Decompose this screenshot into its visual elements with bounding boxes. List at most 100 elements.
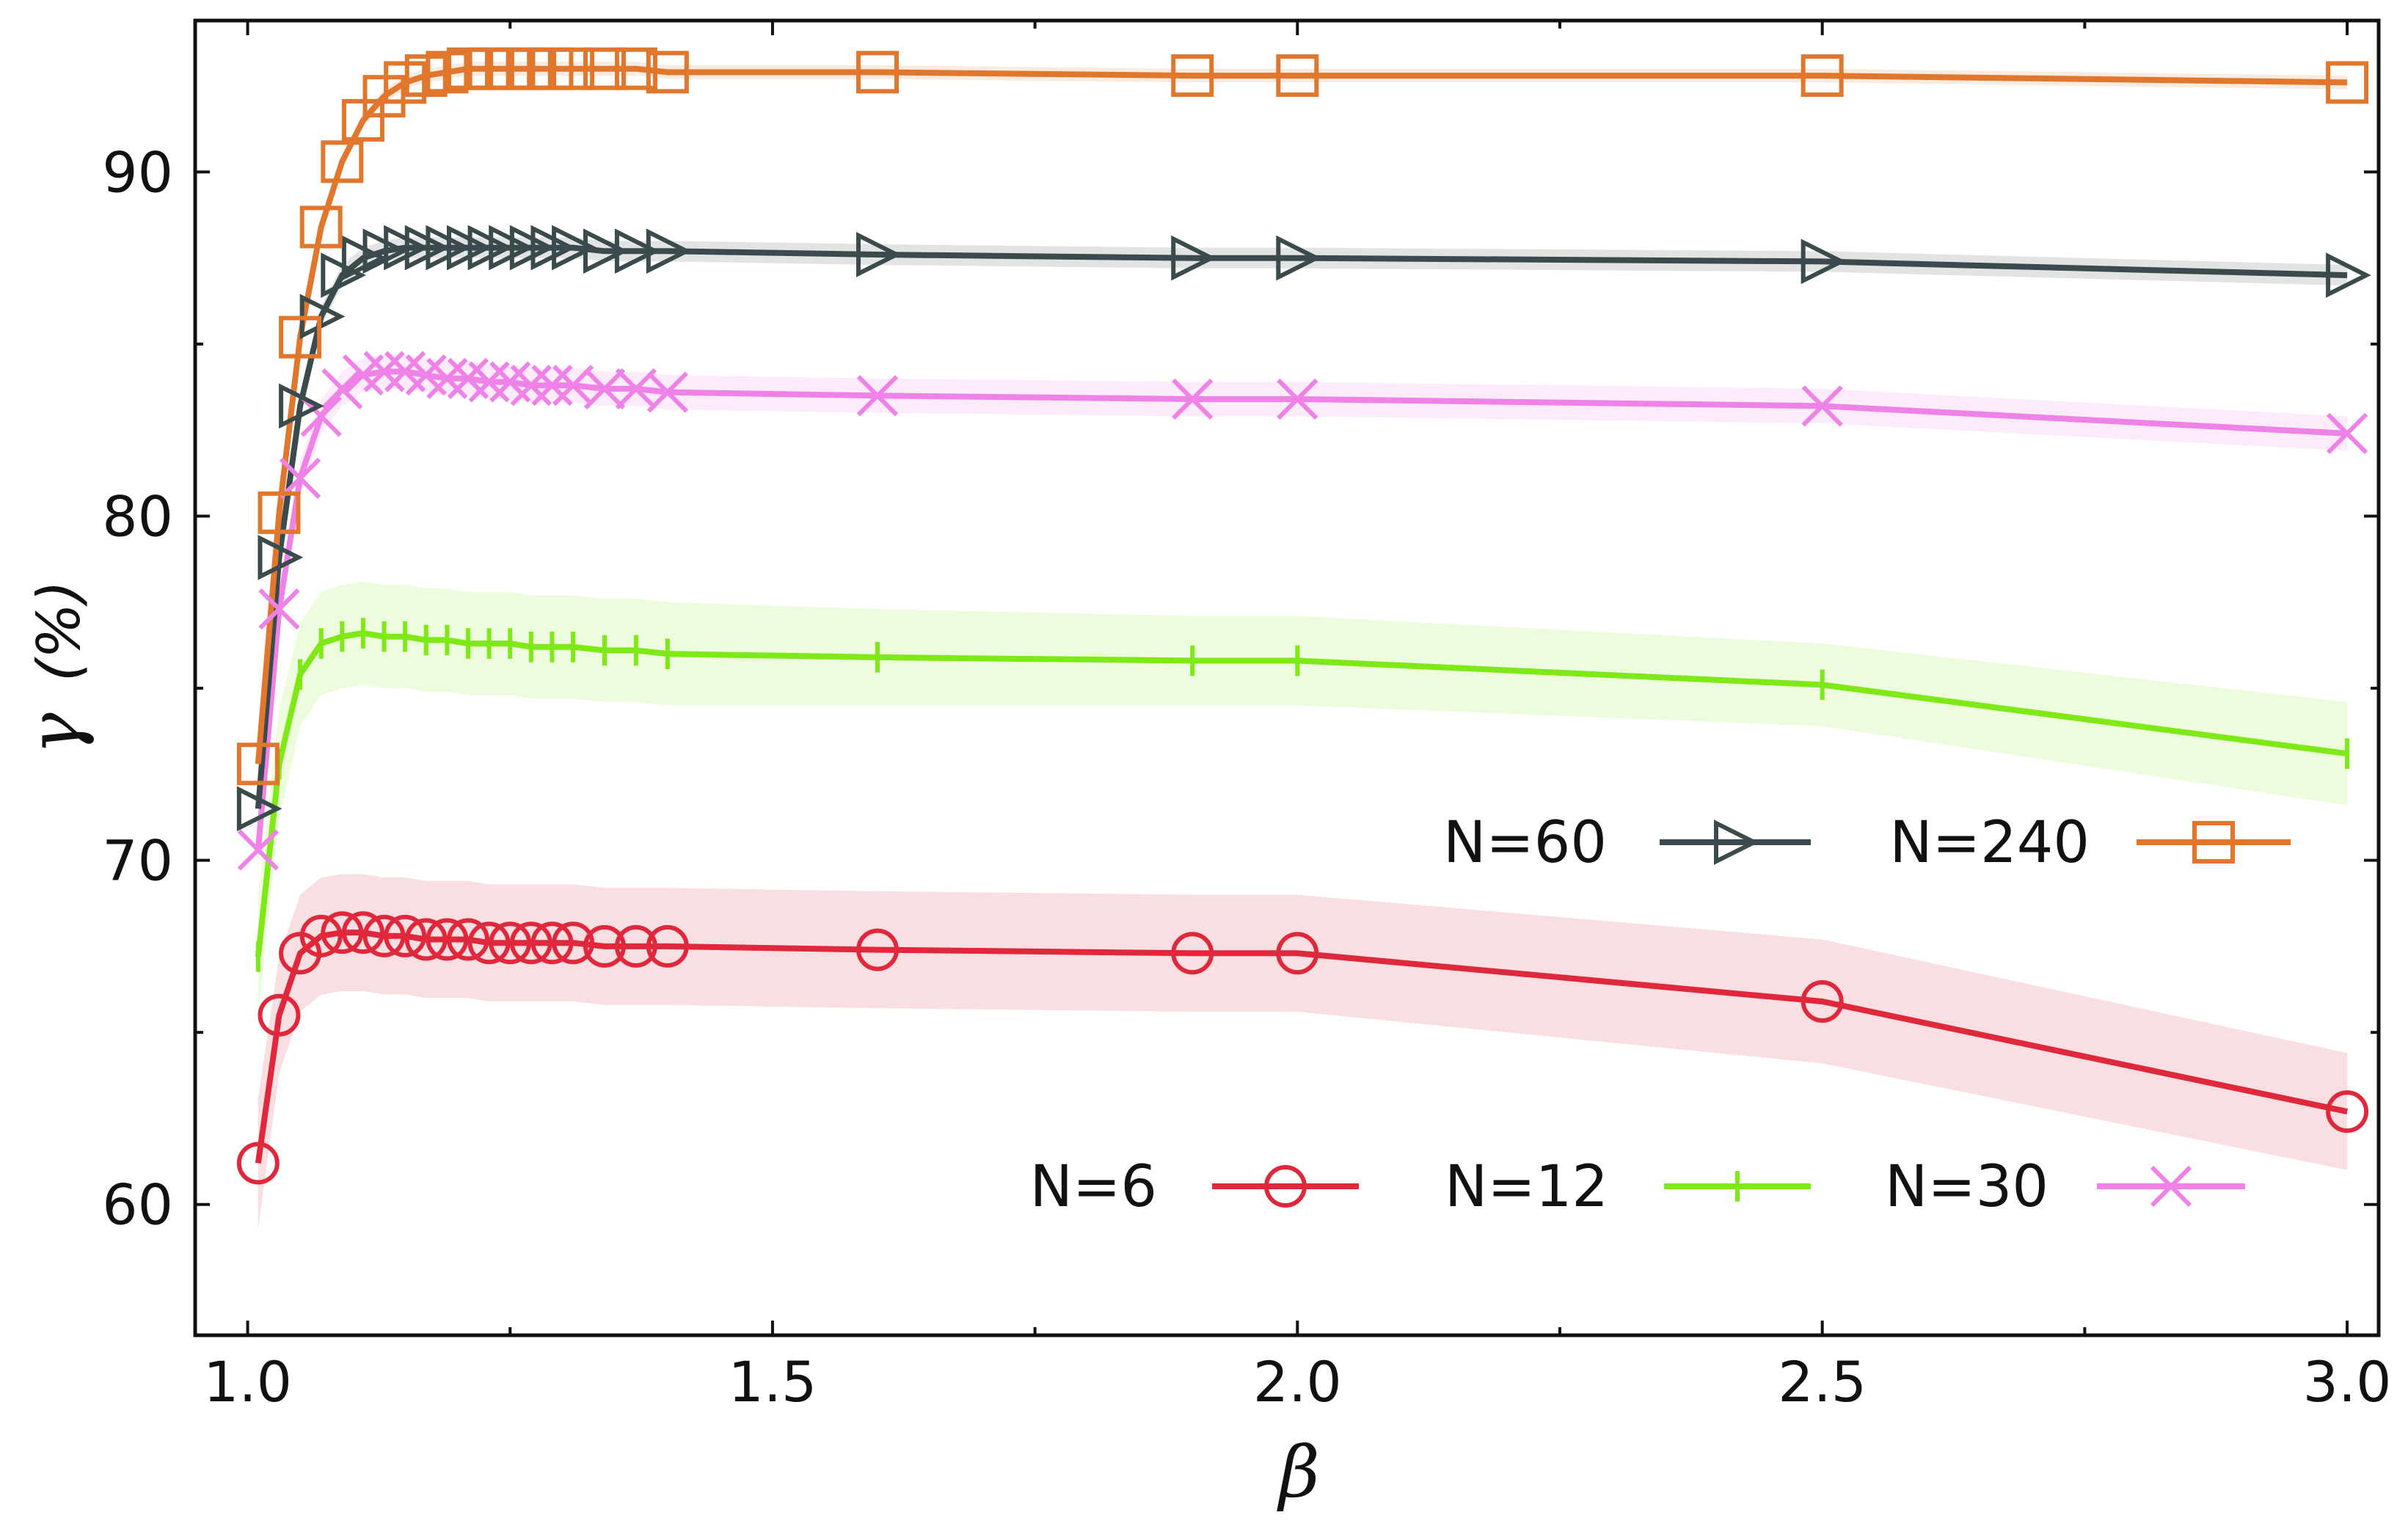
point-n-30 (426, 357, 468, 399)
point-n-6 (426, 918, 469, 961)
point-n-6 (509, 921, 552, 965)
legend-label-n-6: N=6 (1030, 1154, 1157, 1220)
point-n-6 (467, 921, 511, 965)
point-n-60 (1800, 238, 1847, 285)
axis-ticks (195, 21, 2379, 1335)
x-tick-label: 2.0 (1253, 1349, 1342, 1414)
point-n-6 (614, 924, 657, 968)
legend: N=60 N=240 N=6 N=12 N=30 (1030, 810, 2291, 1220)
point-n-60 (583, 228, 629, 274)
point-n-30 (510, 365, 552, 406)
point-n-6 (2326, 1090, 2369, 1133)
point-n-6 (447, 918, 489, 961)
band-n-30 (258, 354, 2348, 871)
legend-label-n-60: N=60 (1443, 810, 1607, 876)
point-n-30 (300, 395, 342, 437)
y-tick-label: 90 (102, 139, 173, 205)
band-n-12 (258, 581, 2348, 1019)
line-n-240 (255, 65, 2348, 764)
series-markers (236, 47, 2371, 1185)
point-n-240 (1171, 54, 1214, 98)
series-lines (255, 65, 2348, 1164)
point-n-240 (614, 47, 657, 90)
point-n-30 (856, 375, 899, 417)
point-n-240 (856, 51, 899, 94)
line-n-12 (255, 630, 2348, 957)
point-n-6 (1276, 932, 1319, 975)
point-n-60 (552, 224, 597, 271)
legend-marker-n-6 (1264, 1165, 1307, 1208)
point-n-60 (646, 228, 692, 274)
point-n-6 (299, 914, 343, 957)
point-n-6 (552, 921, 595, 965)
point-n-240 (236, 742, 280, 786)
point-n-30 (468, 361, 510, 403)
point-n-6 (236, 1142, 280, 1185)
point-n-6 (646, 924, 689, 968)
legend-label-n-12: N=12 (1445, 1154, 1608, 1220)
y-tick-label: 70 (102, 828, 173, 894)
point-n-30 (363, 351, 405, 393)
point-n-240 (258, 491, 301, 534)
point-n-240 (279, 315, 322, 359)
y-tick-label: 80 (102, 484, 173, 550)
point-n-30 (2326, 412, 2368, 455)
legend-marker-n-60 (1714, 819, 1759, 865)
point-n-6 (321, 911, 364, 954)
point-n-6 (362, 914, 406, 957)
point-n-6 (1171, 932, 1214, 975)
point-n-240 (1276, 54, 1319, 98)
point-n-30 (258, 588, 300, 630)
point-n-240 (2326, 61, 2369, 104)
point-n-240 (299, 205, 343, 249)
point-n-30 (1172, 378, 1214, 420)
y-tick-label: 60 (102, 1172, 173, 1238)
point-n-60 (614, 228, 660, 274)
y-tick-labels: 60 70 80 90 (102, 139, 173, 1237)
y-axis-title: γ (14, 712, 96, 755)
point-n-6 (489, 921, 532, 965)
y-axis-unit: (%) (25, 580, 93, 682)
band-n-6 (258, 874, 2348, 1229)
point-n-240 (646, 51, 689, 94)
point-n-6 (341, 911, 384, 954)
x-tick-label: 3.0 (2303, 1349, 2392, 1414)
point-n-30 (531, 365, 573, 406)
point-n-30 (1801, 385, 1843, 427)
x-tick-label: 1.0 (203, 1349, 292, 1414)
legend-label-n-240: N=240 (1889, 810, 2090, 876)
legend-marker-n-30 (2150, 1165, 2192, 1208)
x-tick-labels: 1.0 1.5 2.0 2.5 3.0 (203, 1349, 2391, 1414)
point-n-240 (1800, 54, 1844, 98)
point-n-60 (1276, 235, 1322, 281)
point-n-6 (583, 924, 626, 968)
x-axis-title: β (1277, 1431, 1320, 1514)
plot-frame (193, 18, 2381, 1337)
point-n-60 (2326, 252, 2371, 298)
point-n-30 (1277, 378, 1318, 420)
point-n-60 (279, 383, 324, 429)
x-tick-label: 2.5 (1778, 1349, 1867, 1414)
point-n-6 (258, 993, 301, 1037)
point-n-60 (1171, 235, 1216, 281)
point-n-6 (1800, 979, 1844, 1023)
legend-marker-n-240 (2192, 821, 2235, 864)
point-n-30 (583, 368, 626, 410)
line-n-60 (255, 244, 2348, 809)
point-n-6 (856, 928, 899, 971)
point-n-240 (552, 47, 595, 90)
point-n-30 (279, 457, 321, 500)
point-n-6 (404, 918, 448, 961)
x-tick-label: 1.5 (728, 1349, 817, 1414)
point-n-60 (856, 232, 902, 277)
point-n-6 (384, 914, 427, 957)
point-n-30 (321, 368, 363, 410)
point-n-30 (646, 371, 688, 413)
point-n-30 (237, 829, 279, 871)
point-n-60 (236, 786, 282, 832)
point-n-60 (258, 534, 304, 580)
point-n-240 (321, 140, 364, 183)
legend-label-n-30: N=30 (1885, 1154, 2048, 1220)
